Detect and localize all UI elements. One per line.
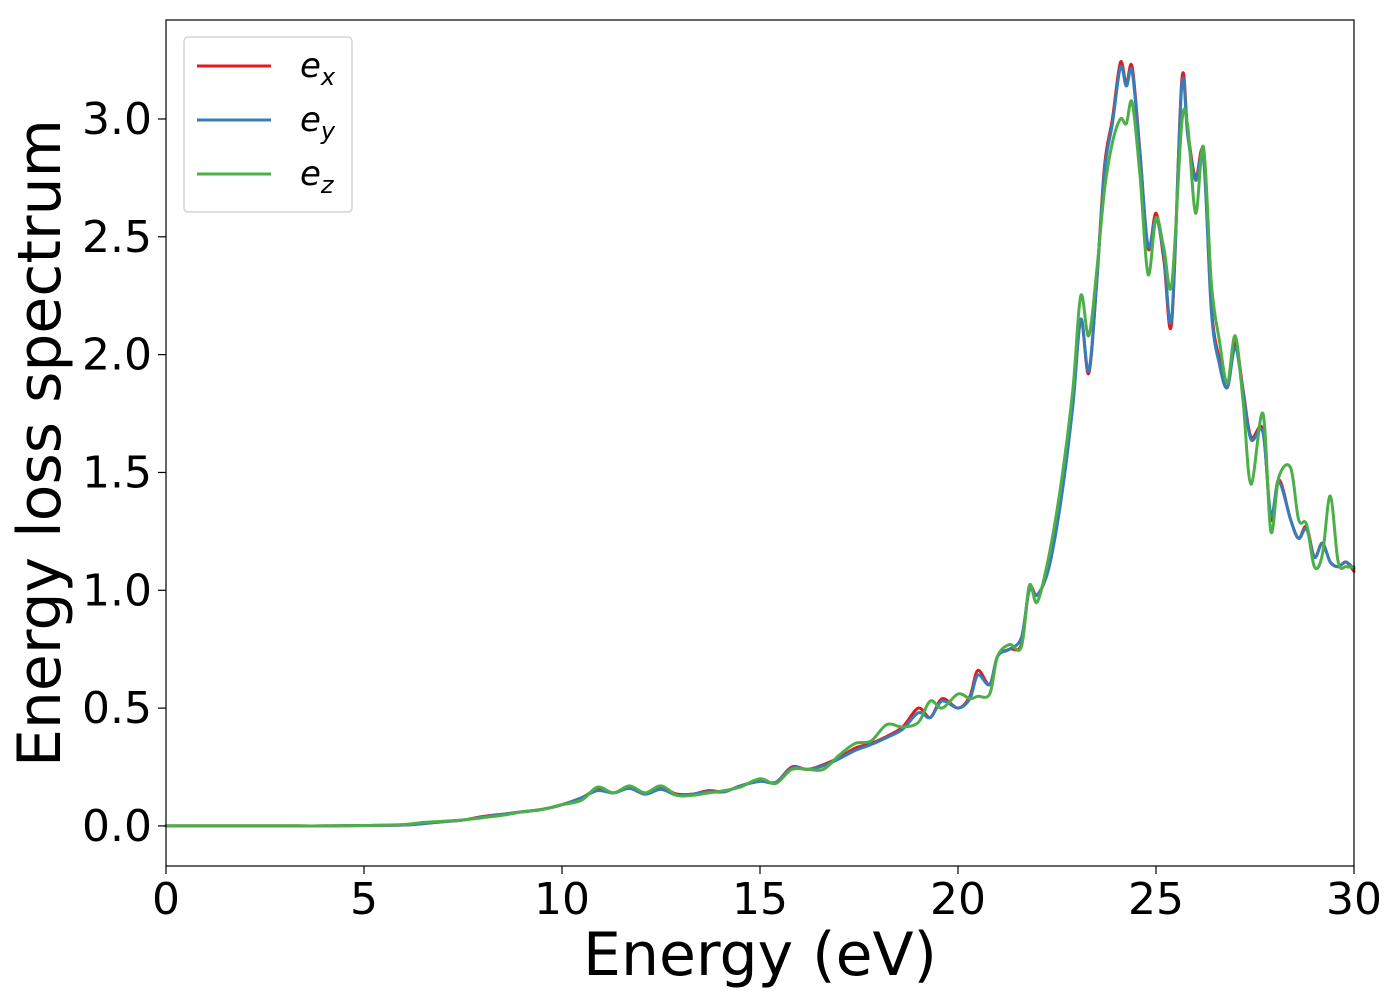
- legend-box: [183, 36, 353, 213]
- x-tick-label: 10: [534, 874, 590, 925]
- x-axis-title: Energy (eV): [583, 920, 937, 990]
- y-tick-label: 0.0: [82, 801, 152, 852]
- y-tick-label: 1.0: [82, 565, 152, 616]
- x-tick-label: 0: [152, 874, 180, 925]
- y-axis: 0.0 0.5 1.0 1.5 2.0 2.5 3.0: [82, 94, 166, 852]
- y-tick-label: 1.5: [82, 447, 152, 498]
- y-tick-label: 2.0: [82, 330, 152, 381]
- x-tick-label: 15: [732, 874, 788, 925]
- y-axis-title: Energy loss spectrum: [5, 119, 75, 767]
- y-tick-label: 3.0: [82, 94, 152, 145]
- legend-label-z: ez: [300, 154, 335, 199]
- series-layer: [164, 60, 1356, 828]
- x-tick-label: 20: [930, 874, 986, 925]
- x-tick-label: 30: [1326, 874, 1382, 925]
- legend-label-x: ex: [300, 46, 336, 91]
- x-axis: 0 5 10 15 20 25 30: [152, 866, 1382, 925]
- legend: ex ey ez: [183, 36, 353, 213]
- legend-label-y: ey: [300, 100, 336, 145]
- x-tick-label: 25: [1128, 874, 1184, 925]
- series-line-z: [164, 99, 1356, 828]
- y-tick-label: 2.5: [82, 212, 152, 263]
- x-tick-label: 5: [350, 874, 378, 925]
- y-tick-label: 0.5: [82, 683, 152, 734]
